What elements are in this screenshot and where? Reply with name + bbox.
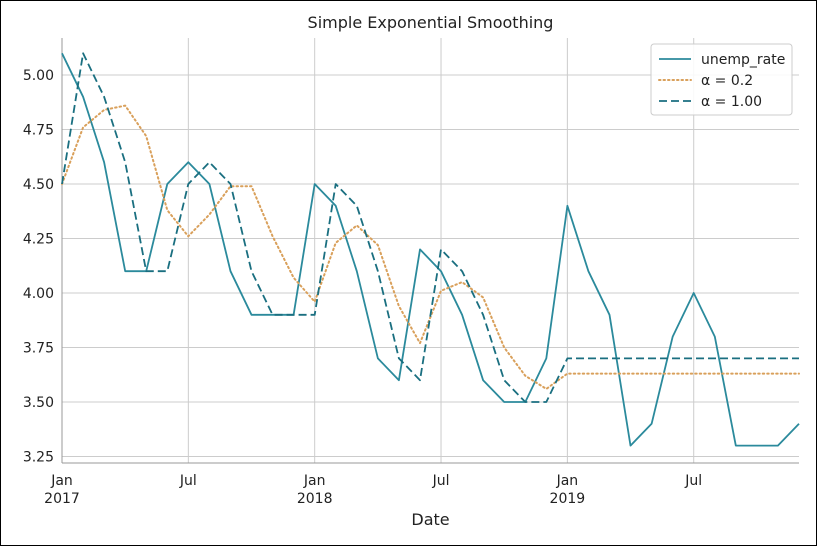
legend-label: α = 1.00 <box>701 94 762 110</box>
y-tick-label: 5.00 <box>23 68 54 84</box>
y-tick-label: 4.00 <box>23 286 54 302</box>
y-tick-label: 3.50 <box>23 395 54 411</box>
x-tick-label: Jul <box>432 473 450 489</box>
x-tick-label: Jan <box>303 473 326 489</box>
x-tick-year-label: 2018 <box>297 491 333 507</box>
y-tick-label: 4.50 <box>23 177 54 193</box>
y-tick-labels: 3.25 3.50 3.75 4.00 4.25 4.50 4.75 5.00 <box>23 68 54 465</box>
axes <box>61 38 799 464</box>
y-tick-label: 4.25 <box>23 232 54 248</box>
x-tick-label: Jul <box>179 473 197 489</box>
legend-label: α = 0.2 <box>701 73 753 89</box>
x-tick-label: Jan <box>50 473 73 489</box>
chart-title: Simple Exponential Smoothing <box>308 13 554 32</box>
legend-label: unemp_rate <box>701 52 785 68</box>
series-line-2 <box>61 104 800 390</box>
x-tick-year-label: 2017 <box>44 491 80 507</box>
x-tick-year-label: 2019 <box>550 491 586 507</box>
legend-box <box>650 43 793 116</box>
y-tick-label: 4.75 <box>23 123 54 139</box>
series-line-1 <box>61 52 800 447</box>
x-tick-label: Jul <box>684 473 702 489</box>
y-tick-label: 3.25 <box>23 449 54 465</box>
x-tick-label: Jan <box>556 473 579 489</box>
series-line-3 <box>61 52 799 403</box>
x-axis-label: Date <box>411 510 449 529</box>
grid <box>61 38 799 463</box>
y-tick-label: 3.75 <box>23 340 54 356</box>
x-tick-labels: Jan 2017 Jul Jan 2018 Jul Jan 2019 Jul <box>44 473 702 507</box>
legend: unemp_rate α = 0.2 α = 1.00 <box>650 43 793 116</box>
series-lines <box>61 52 800 447</box>
